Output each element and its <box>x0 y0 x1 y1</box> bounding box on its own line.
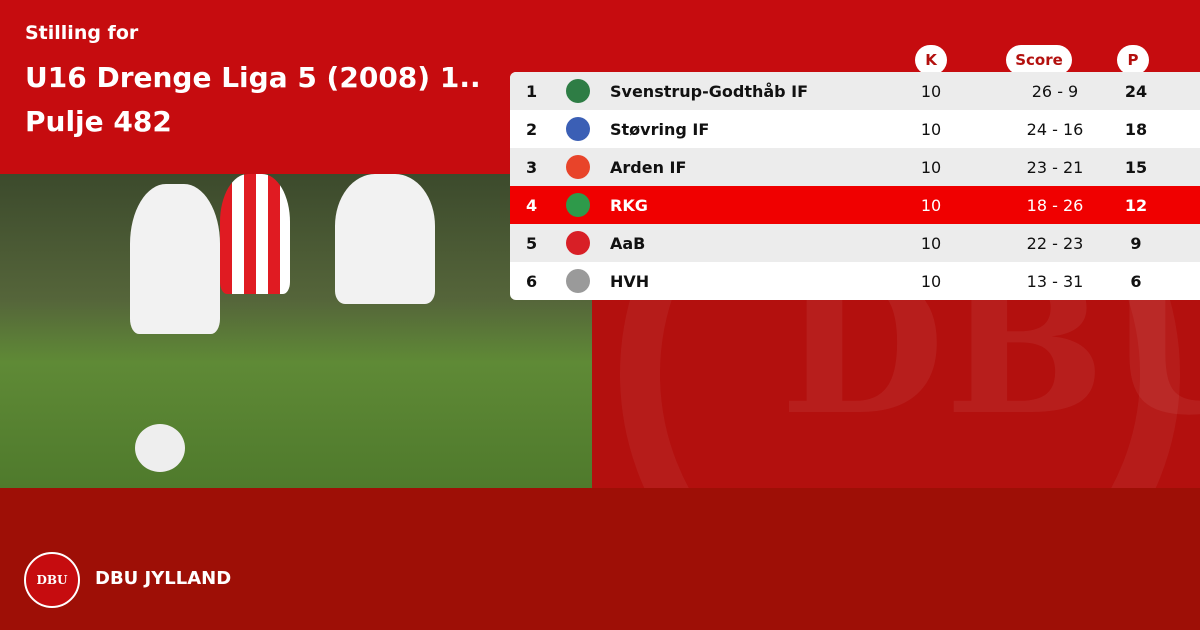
goal-score: 23 - 21 <box>1026 157 1084 177</box>
table-row: 4 RKG 10 18 - 26 12 <box>510 186 1200 224</box>
position: 5 <box>526 233 538 253</box>
matches-played: 10 <box>920 195 942 215</box>
subtitle: Stilling for <box>25 22 139 44</box>
goal-score: 26 - 9 <box>1031 81 1079 101</box>
position: 2 <box>526 119 538 139</box>
team-name: Arden IF <box>610 157 687 177</box>
points: 6 <box>1130 271 1142 291</box>
standings-table: 1 Svenstrup-Godthåb IF 10 26 - 9 24 2 Stø… <box>510 72 1200 300</box>
team-logo-icon <box>566 117 590 141</box>
team-logo-icon <box>566 155 590 179</box>
team-name: RKG <box>610 195 648 215</box>
column-header-p: P <box>1117 45 1149 75</box>
goal-score: 22 - 23 <box>1026 233 1084 253</box>
matches-played: 10 <box>920 81 942 101</box>
points: 12 <box>1124 195 1148 215</box>
position: 6 <box>526 271 538 291</box>
goal-score: 13 - 31 <box>1026 271 1084 291</box>
column-header-score: Score <box>1006 45 1072 75</box>
team-logo-icon <box>566 193 590 217</box>
team-name: AaB <box>610 233 646 253</box>
page-title: U16 Drenge Liga 5 (2008) 1.. Pulje 482 <box>25 61 481 138</box>
team-logo-icon <box>566 231 590 255</box>
team-name: HVH <box>610 271 650 291</box>
points: 18 <box>1124 119 1148 139</box>
matches-played: 10 <box>920 119 942 139</box>
matches-played: 10 <box>920 157 942 177</box>
footer-band <box>0 488 1200 630</box>
dbu-logo: DBU <box>24 552 80 608</box>
brand-name: DBU JYLLAND <box>95 568 232 589</box>
football-photo <box>0 174 592 488</box>
matches-played: 10 <box>920 271 942 291</box>
position: 1 <box>526 81 538 101</box>
matches-played: 10 <box>920 233 942 253</box>
points: 15 <box>1124 157 1148 177</box>
table-row: 5 AaB 10 22 - 23 9 <box>510 224 1200 262</box>
table-row: 3 Arden IF 10 23 - 21 15 <box>510 148 1200 186</box>
goal-score: 24 - 16 <box>1026 119 1084 139</box>
goal-score: 18 - 26 <box>1026 195 1084 215</box>
team-logo-icon <box>566 269 590 293</box>
team-name: Svenstrup-Godthåb IF <box>610 81 809 101</box>
column-header-k: K <box>915 45 947 75</box>
team-logo-icon <box>566 79 590 103</box>
table-row: 1 Svenstrup-Godthåb IF 10 26 - 9 24 <box>510 72 1200 110</box>
table-row: 6 HVH 10 13 - 31 6 <box>510 262 1200 300</box>
table-row: 2 Støvring IF 10 24 - 16 18 <box>510 110 1200 148</box>
team-name: Støvring IF <box>610 119 710 139</box>
position: 3 <box>526 157 538 177</box>
points: 9 <box>1130 233 1142 253</box>
points: 24 <box>1124 81 1148 101</box>
position: 4 <box>526 195 538 215</box>
